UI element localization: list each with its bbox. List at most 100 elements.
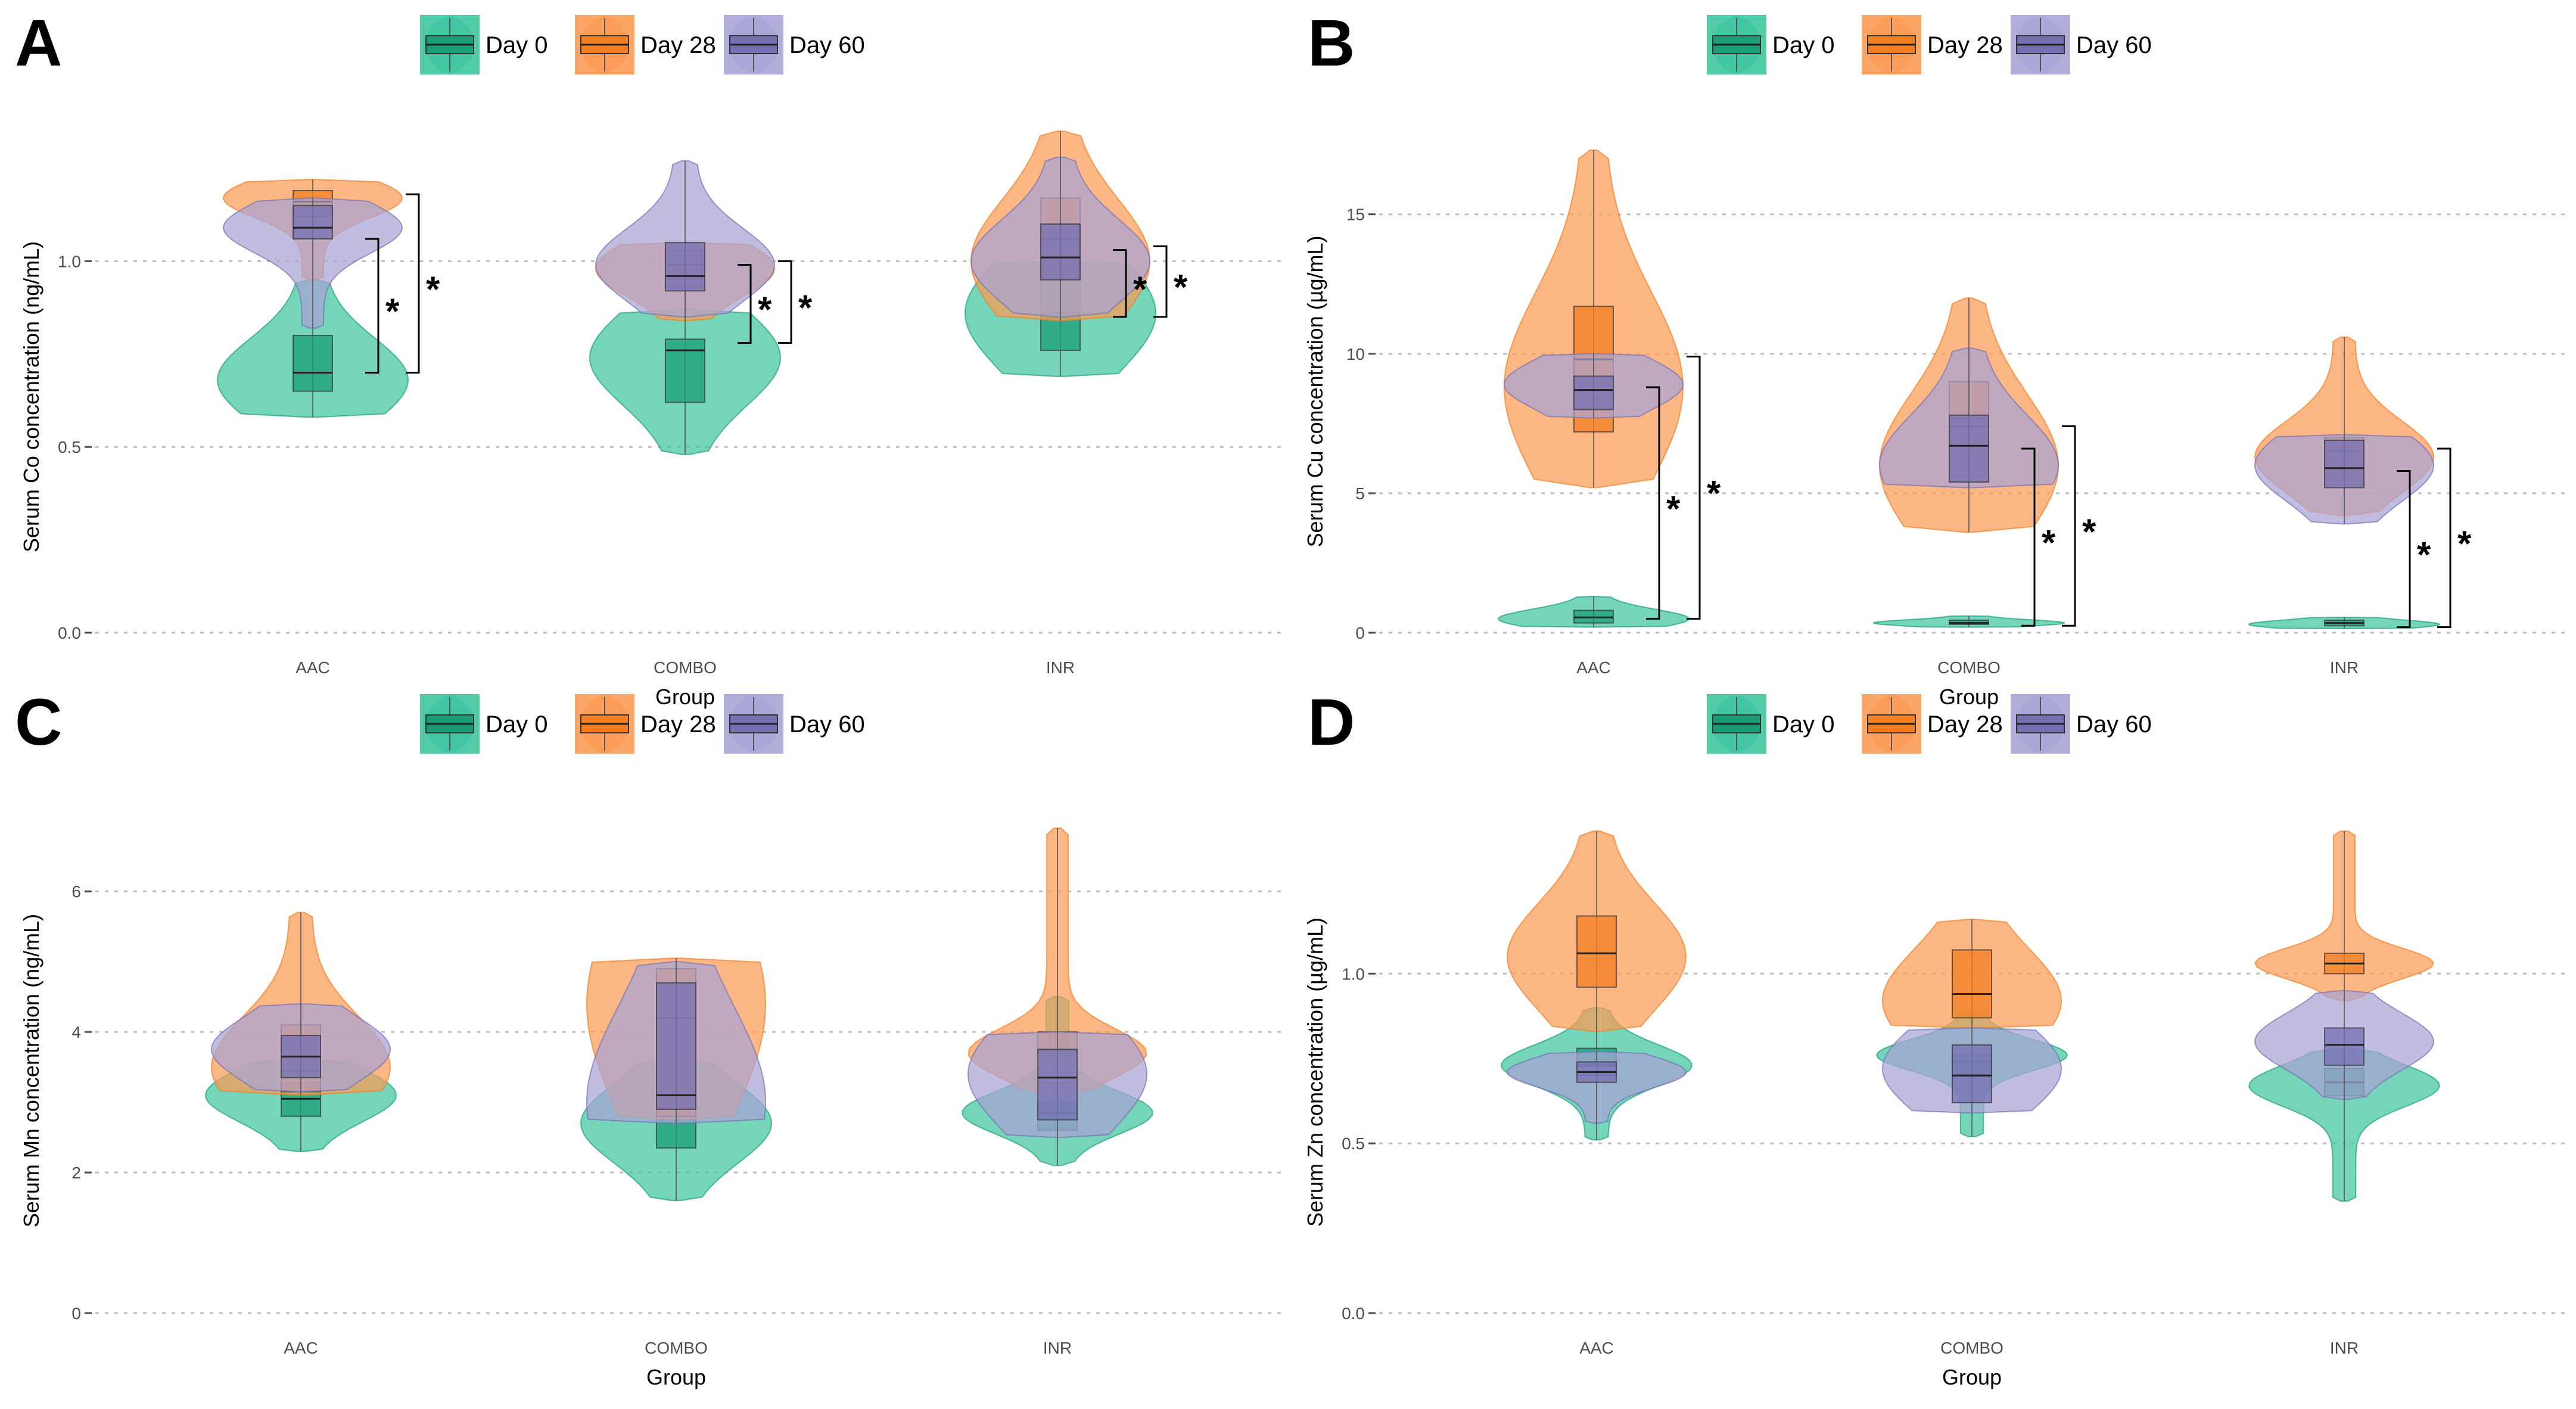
legend-key-day-0: Day 0 [1707,694,1835,754]
legend-key-day-0: Day 0 [420,15,548,74]
significance-label: * [1174,268,1188,307]
bracket-line [1646,386,1660,620]
legend-label-day-60: Day 60 [789,711,865,738]
panel-letter: A [15,7,62,80]
significance-bracket-inr: * [1113,249,1147,318]
x-tick-label-combo: COMBO [654,658,717,677]
legend-label-day-28: Day 28 [1927,32,2003,58]
y-tick-label: 6 [71,882,81,901]
y-tick-label: 2 [71,1164,81,1182]
box-day-60 [2324,1027,2365,1066]
x-tick-label-aac: AAC [284,1339,318,1357]
x-axis-title: Group [646,1365,706,1389]
x-tick-label-inr: INR [2330,658,2359,677]
x-tick-label-inr: INR [2330,1339,2359,1357]
y-tick-label: 0.0 [58,624,81,642]
legend-key-day-60: Day 60 [724,694,865,754]
legend-label-day-60: Day 60 [2076,32,2152,58]
group-aac [205,912,397,1152]
panel-letter: B [1308,7,1355,80]
box-day-0 [665,338,705,403]
group-inr [964,130,1157,377]
significance-bracket-inr: * [1153,245,1188,318]
significance-label: * [2042,523,2056,563]
y-tick-label: 0 [71,1304,81,1323]
significance-label: * [426,269,440,309]
y-axis-title: Serum Zn concentration (µg/mL) [1303,917,1327,1227]
x-axis-title: Group [655,685,715,709]
y-tick-label: 0.0 [1342,1304,1365,1323]
panel-letter: D [1308,686,1355,759]
significance-bracket-aac: * [406,193,440,374]
legend-label-day-28: Day 28 [640,32,716,58]
box-day-60 [1037,1049,1078,1121]
significance-label: * [1707,474,1721,514]
box-day-0 [293,335,333,392]
significance-label: * [2457,524,2472,564]
significance-bracket-combo: * [2062,425,2096,627]
box-day-60 [1573,375,1614,410]
x-tick-label-aac: AAC [1579,1339,1614,1357]
legend-key-day-0: Day 0 [420,694,548,754]
x-axis-title: Group [1939,685,1999,709]
box-day-60 [2324,439,2365,489]
legend-label-day-0: Day 0 [1772,711,1835,738]
bracket-line [2021,447,2036,627]
significance-bracket-inr: * [2397,469,2431,629]
panel-d: D 0.0 0.5 1.0 Serum Zn concentration (µg/mL)… [1303,686,2568,1389]
y-tick-label: 0 [1355,624,1365,642]
y-tick-label: 1.0 [1342,965,1365,983]
y-tick-label: 10 [1346,345,1365,363]
significance-bracket-aac: * [1646,386,1681,620]
y-axis-title: Serum Cu concentration (µg/mL) [1303,236,1327,548]
legend-key-day-60: Day 60 [2011,694,2152,754]
significance-label: * [2082,512,2096,552]
y-tick-label: 1.0 [58,252,81,270]
y-tick-label: 4 [71,1023,81,1041]
y-tick-label: 0.5 [1342,1134,1365,1153]
significance-bracket-inr: * [2437,447,2472,629]
bracket-line [2062,425,2076,627]
significance-label: * [1133,269,1147,309]
bracket-line [1153,245,1168,318]
y-tick-label: 5 [1355,484,1365,503]
significance-label: * [2417,535,2431,575]
box-day-60 [656,982,696,1110]
panel-c: C 0 2 4 6 Serum Mn concentration (ng/mL) AAC CO… [15,686,1281,1389]
bracket-line [1687,355,1701,620]
box-day-60 [293,204,333,240]
bracket-line [2397,469,2411,629]
significance-label: * [1666,489,1681,528]
legend-key-day-0: Day 0 [1707,15,1835,74]
x-axis-title: Group [1942,1365,2002,1389]
legend-label-day-28: Day 28 [640,711,716,738]
bracket-line [2437,447,2451,629]
y-tick-label: 15 [1346,206,1365,224]
legend-label-day-60: Day 60 [2076,711,2152,738]
y-axis-title: Serum Co concentration (ng/mL) [19,241,43,552]
legend-label-day-0: Day 0 [486,32,548,58]
x-tick-label-aac: AAC [1576,658,1611,677]
significance-label: * [385,291,400,331]
box-day-60 [1040,223,1081,281]
legend-label-day-60: Day 60 [789,32,865,58]
legend-key-day-28: Day 28 [575,694,716,754]
legend-key-day-28: Day 28 [575,15,716,74]
bracket-line [1113,249,1127,318]
panel-letter: C [15,686,62,759]
y-axis-title: Serum Mn concentration (ng/mL) [19,914,43,1227]
group-inr [2248,831,2440,1202]
bracket-line [406,193,420,374]
group-combo [589,160,782,455]
bracket-line [365,238,379,374]
legend-key-day-28: Day 28 [1862,15,2003,74]
y-tick-label: 0.5 [58,438,81,456]
group-aac [216,179,409,418]
x-tick-label-aac: AAC [295,658,330,677]
significance-bracket-combo: * [778,260,813,344]
group-aac [1497,150,1690,628]
box-day-60 [1952,1044,1992,1103]
significance-bracket-aac: * [365,238,400,374]
x-tick-label-combo: COMBO [1937,658,2001,677]
